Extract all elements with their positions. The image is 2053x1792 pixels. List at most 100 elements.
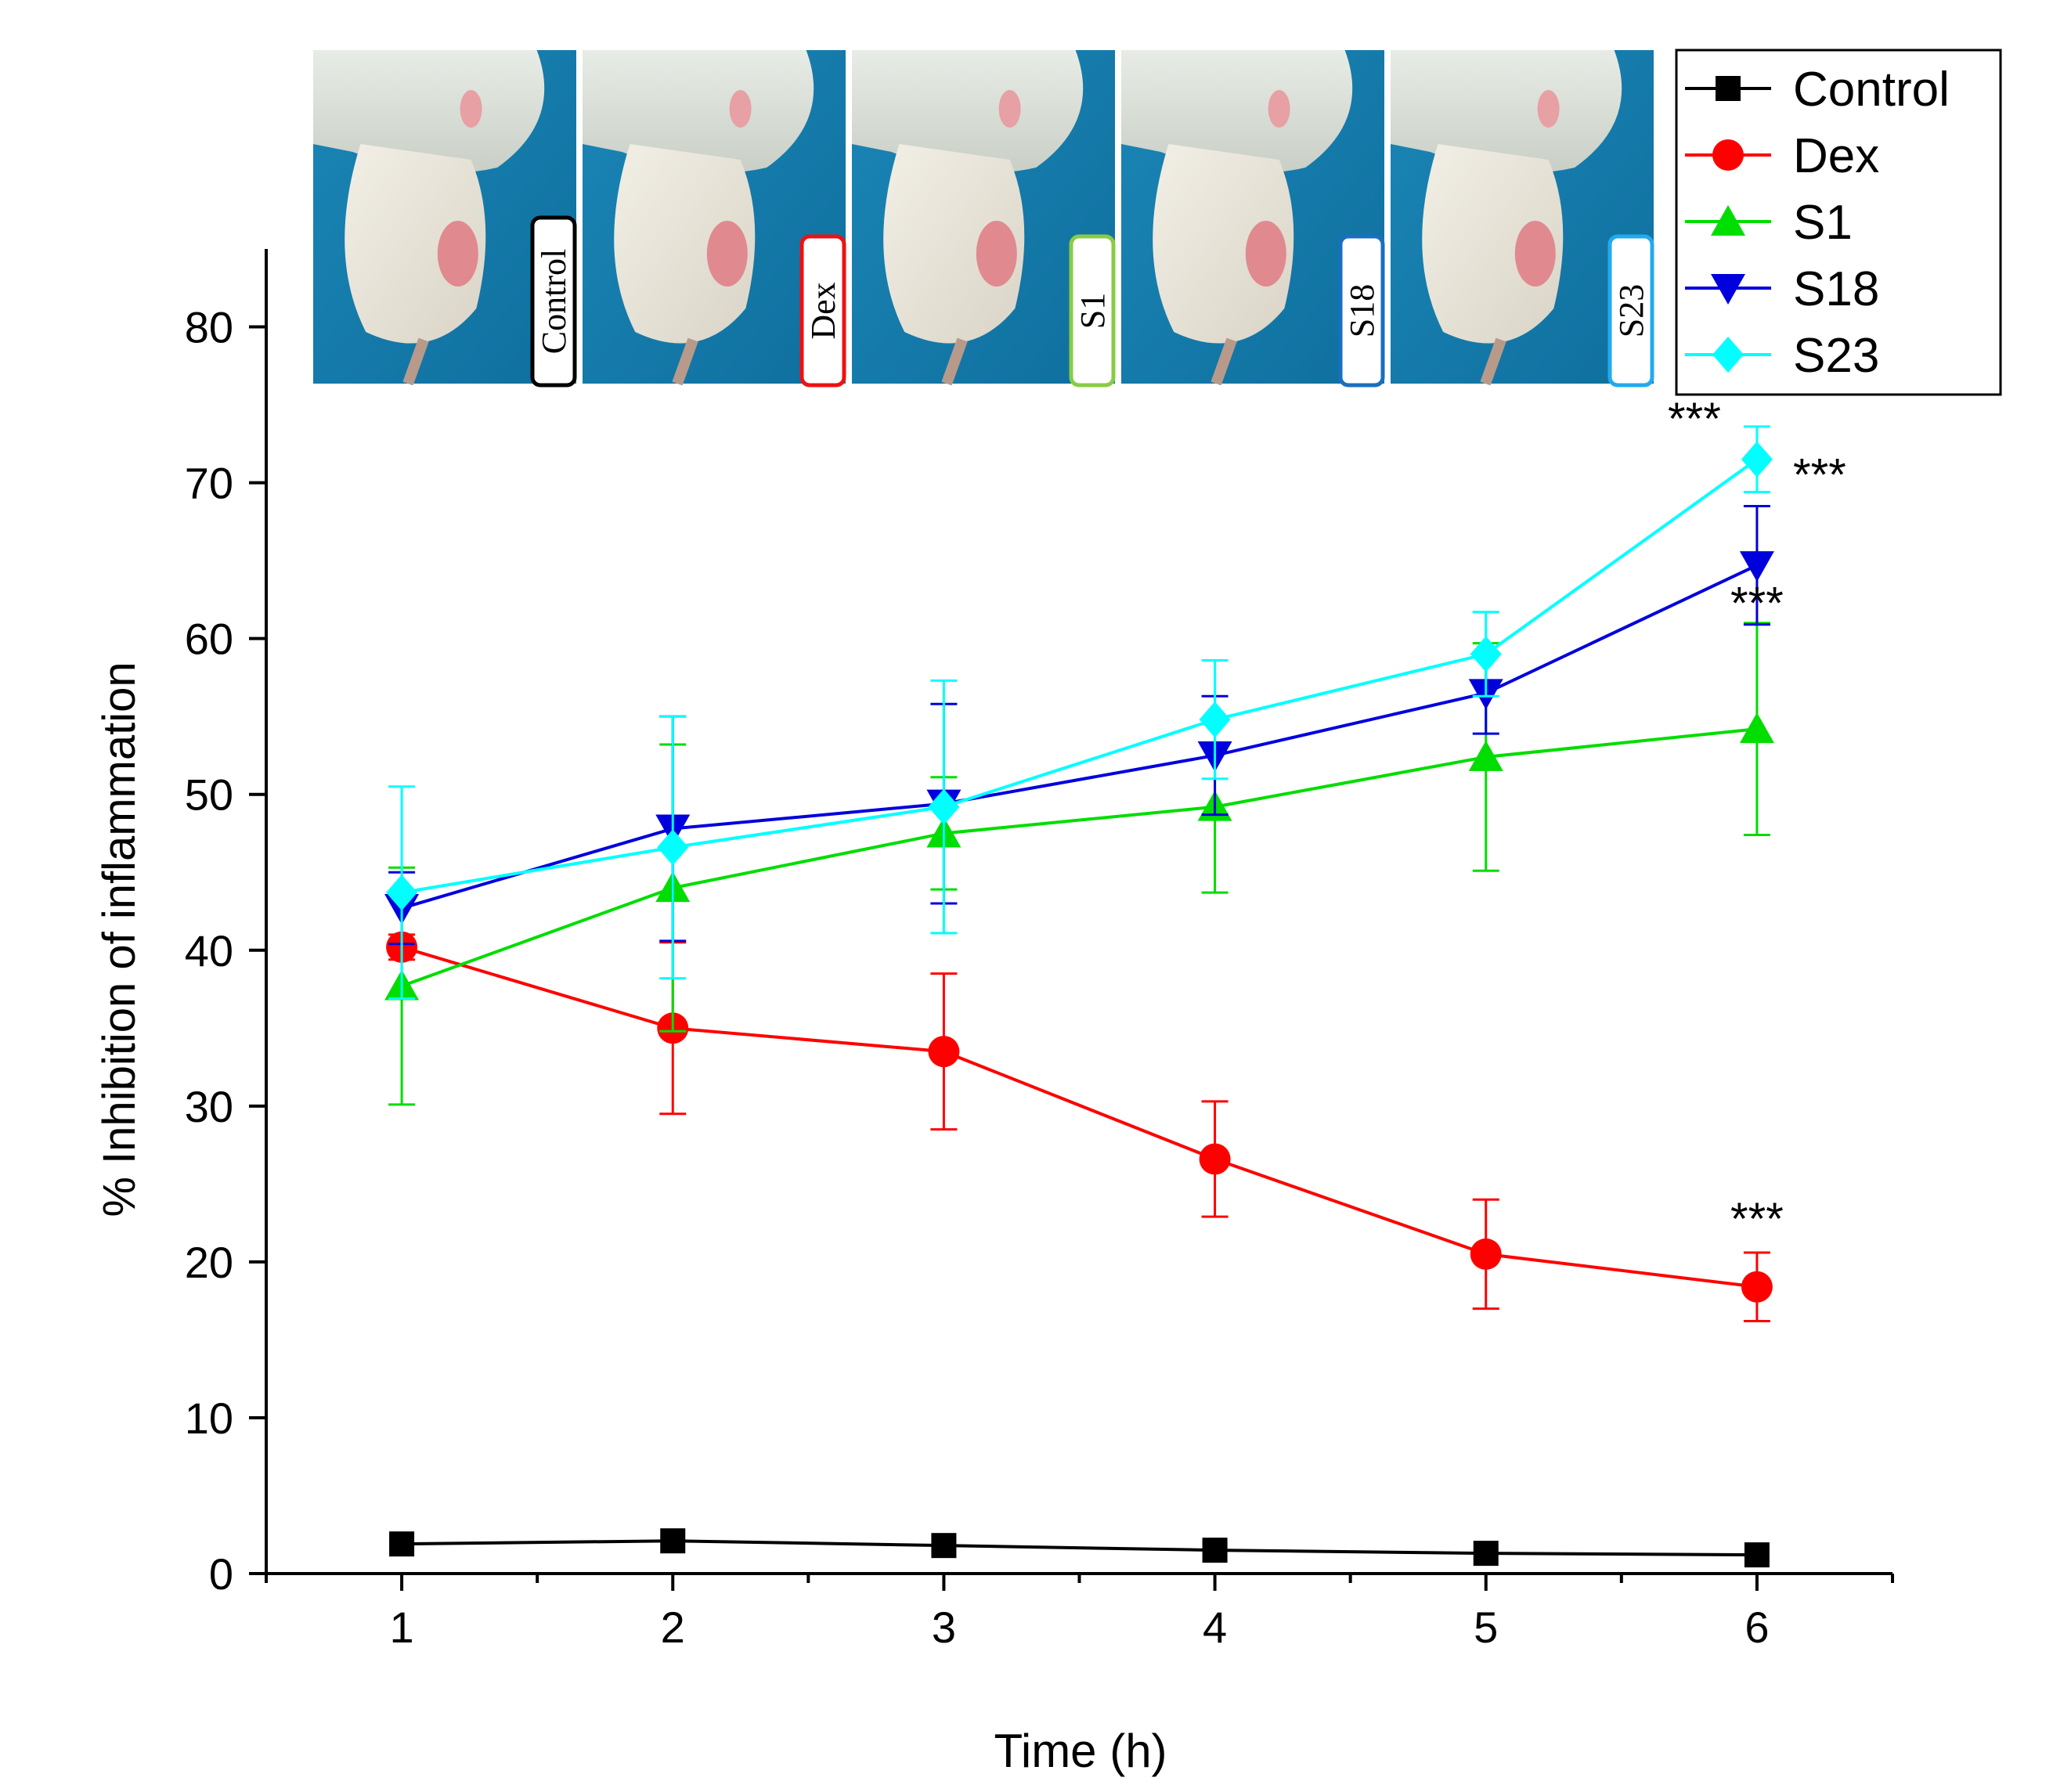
front-paw [729,90,752,128]
data-point [1744,1542,1770,1568]
photo-label: S18 [1343,284,1381,337]
hind-paw [1514,221,1556,287]
x-tick-label: 2 [661,1603,685,1652]
photo-label-box [1338,234,1385,388]
front-paw [1268,90,1290,128]
series-control [389,1528,1770,1568]
photo-panel-s18: S18 [1121,50,1385,388]
series-dex [386,931,1773,1323]
hind-paw [976,221,1017,287]
series-line [401,564,1758,910]
legend-item-dex: Dex [1685,129,1879,183]
data-point [1199,1143,1231,1175]
data-point [1470,636,1502,672]
photo-label: Dex [804,282,842,339]
hind-paw [1245,221,1286,287]
legend-item-s18: S18 [1685,262,1879,316]
data-point [1468,740,1503,771]
legend-label: Dex [1793,129,1879,183]
data-point [931,1533,957,1559]
data-point [657,829,689,866]
photo-panel-control: Control [313,50,577,388]
data-point [1473,1541,1499,1567]
y-tick-label: 30 [185,1082,233,1131]
y-tick-label: 40 [185,926,233,975]
series-line [401,727,1758,988]
legend-item-s1: S1 [1685,196,1853,250]
photo-panel-s1: S1 [852,50,1116,388]
data-point [1741,441,1773,478]
legend-marker [1711,274,1745,305]
data-point [386,874,418,911]
x-tick-label: 1 [390,1603,414,1652]
legend-label: Control [1793,63,1950,117]
y-tick-label: 20 [185,1238,233,1287]
photo-label-box [799,234,846,388]
x-axis-label: Time (h) [994,1725,1167,1777]
rat-tail [402,337,429,386]
significance-annotation: *** [1793,449,1846,500]
x-tick-label: 4 [1203,1603,1227,1652]
significance-annotation: *** [1668,394,1721,445]
legend: Control Dex S1 S18 S23 [1675,49,2002,396]
legend-label: S18 [1793,262,1879,316]
data-point [1739,551,1774,582]
front-paw [1537,90,1560,128]
axes [265,249,1892,1575]
data-point [1202,1538,1228,1563]
rat-tail [1480,337,1506,386]
front-paw [460,90,482,128]
legend-marker [1711,205,1745,236]
photo-panel-dex: Dex [583,50,846,388]
photo-label-box [1069,234,1116,388]
rat-body [883,144,1025,344]
significance-annotation: *** [1730,1194,1784,1245]
y-tick-label: 10 [185,1394,233,1443]
photo-label-box [1607,234,1654,388]
y-axis-label: % Inhibition of inflammation [94,662,145,1217]
data-point [1739,712,1774,744]
rat-body [614,144,756,344]
glove-shape [852,50,1084,173]
data-point [389,1531,415,1557]
data-point [1199,701,1231,738]
front-paw [998,90,1021,128]
data-point [928,788,960,825]
hind-paw [706,221,748,287]
photo-label: Control [535,249,573,354]
series-s23 [386,425,1773,1000]
data-point [1470,1238,1502,1270]
rat-body [1422,144,1564,344]
y-tick-label: 70 [185,459,233,508]
rat-tail [672,337,698,386]
legend-item-s23: S23 [1685,329,1879,383]
rat-body [1153,144,1294,344]
series-s18 [384,504,1774,946]
glove-shape [583,50,814,173]
series-line [401,945,1758,1289]
significance-annotation: *** [1730,579,1784,629]
legend-item-control: Control [1685,63,1950,117]
x-tick-label: 6 [1745,1603,1769,1652]
glove-shape [313,50,545,173]
x-tick-label: 3 [932,1603,956,1652]
annotations: *** *** *** *** [1668,394,1846,1245]
plot-area [384,425,1774,1568]
series-line [402,1539,1757,1557]
photo-label: S23 [1612,284,1651,337]
series-s1 [384,622,1774,1106]
y-tick-label: 80 [185,303,233,352]
photo-label-box [530,215,577,388]
rat-tail [941,337,968,386]
data-point [660,1528,686,1554]
series-line [401,458,1759,895]
legend-label: S23 [1793,329,1879,383]
data-point [1741,1271,1773,1303]
legend-marker [1712,139,1744,171]
y-tick-label: 60 [185,615,233,664]
hind-paw [437,221,478,287]
photo-label: S1 [1073,293,1112,329]
legend-marker [1716,76,1741,101]
